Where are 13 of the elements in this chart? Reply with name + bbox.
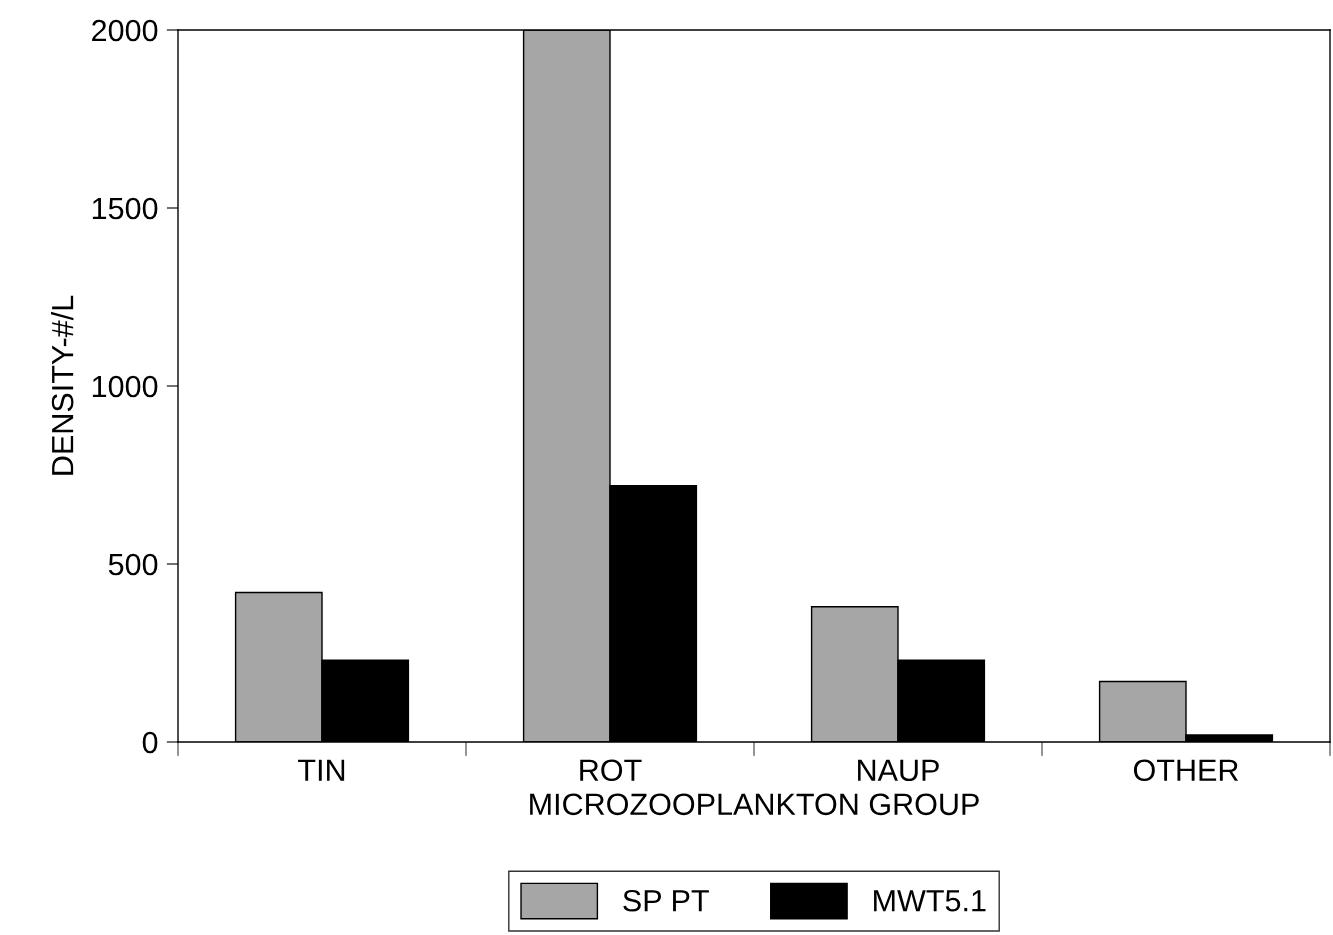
x-tick-label: ROT — [580, 759, 642, 782]
y-tick-label: 1000 — [92, 375, 158, 398]
y-tick-label: 1500 — [92, 197, 158, 220]
y-tick-label: 500 — [108, 553, 158, 576]
legend-label: MWT5.1 — [874, 890, 986, 912]
y-tick-label: 2000 — [92, 19, 158, 42]
x-axis-title: MICROZOOPLANKTON GROUP — [530, 793, 979, 816]
y-tick-label: 0 — [142, 731, 158, 754]
y-axis-title: DENSITY-#/L — [50, 295, 74, 475]
x-tick-label: TIN — [298, 759, 345, 781]
legend-label: SP PT — [623, 889, 709, 912]
x-tick-label: NAUP — [858, 759, 939, 782]
x-tick-label: OTHER — [1133, 759, 1239, 782]
